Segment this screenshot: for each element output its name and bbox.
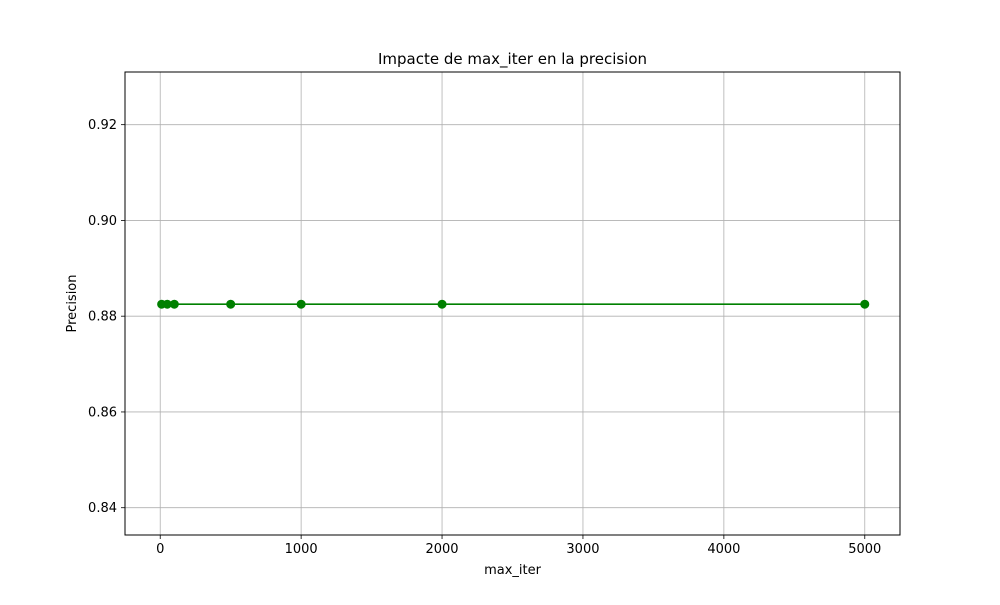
y-tick-label: 0.92 (88, 118, 117, 133)
x-tick-label: 4000 (707, 542, 740, 557)
x-tick-label: 2000 (425, 542, 458, 557)
data-point-marker (169, 299, 179, 309)
data-point-marker (162, 299, 172, 309)
y-tick-label: 0.86 (88, 405, 117, 420)
x-tick-label: 3000 (566, 542, 599, 557)
y-axis-label: Precision (65, 274, 80, 332)
x-tick-label: 0 (156, 542, 164, 557)
y-tick-label: 0.88 (88, 310, 117, 325)
plot-data (157, 299, 870, 309)
y-tick-label: 0.84 (88, 501, 117, 516)
axis-ticks: 0 1000 2000 3000 4000 5000 0.84 0.86 0.88 0.90 0.9… (88, 118, 881, 557)
data-point-marker (437, 299, 447, 309)
data-point-marker (860, 299, 870, 309)
chart-title: Impacte de max_iter en la precision (378, 50, 647, 69)
x-tick-label: 5000 (848, 542, 881, 557)
plot-frame (124, 71, 901, 536)
data-point-marker (296, 299, 306, 309)
data-point-marker (226, 299, 236, 309)
x-tick-label: 1000 (285, 542, 318, 557)
y-tick-label: 0.90 (88, 214, 117, 229)
x-axis-label: max_iter (484, 563, 542, 578)
